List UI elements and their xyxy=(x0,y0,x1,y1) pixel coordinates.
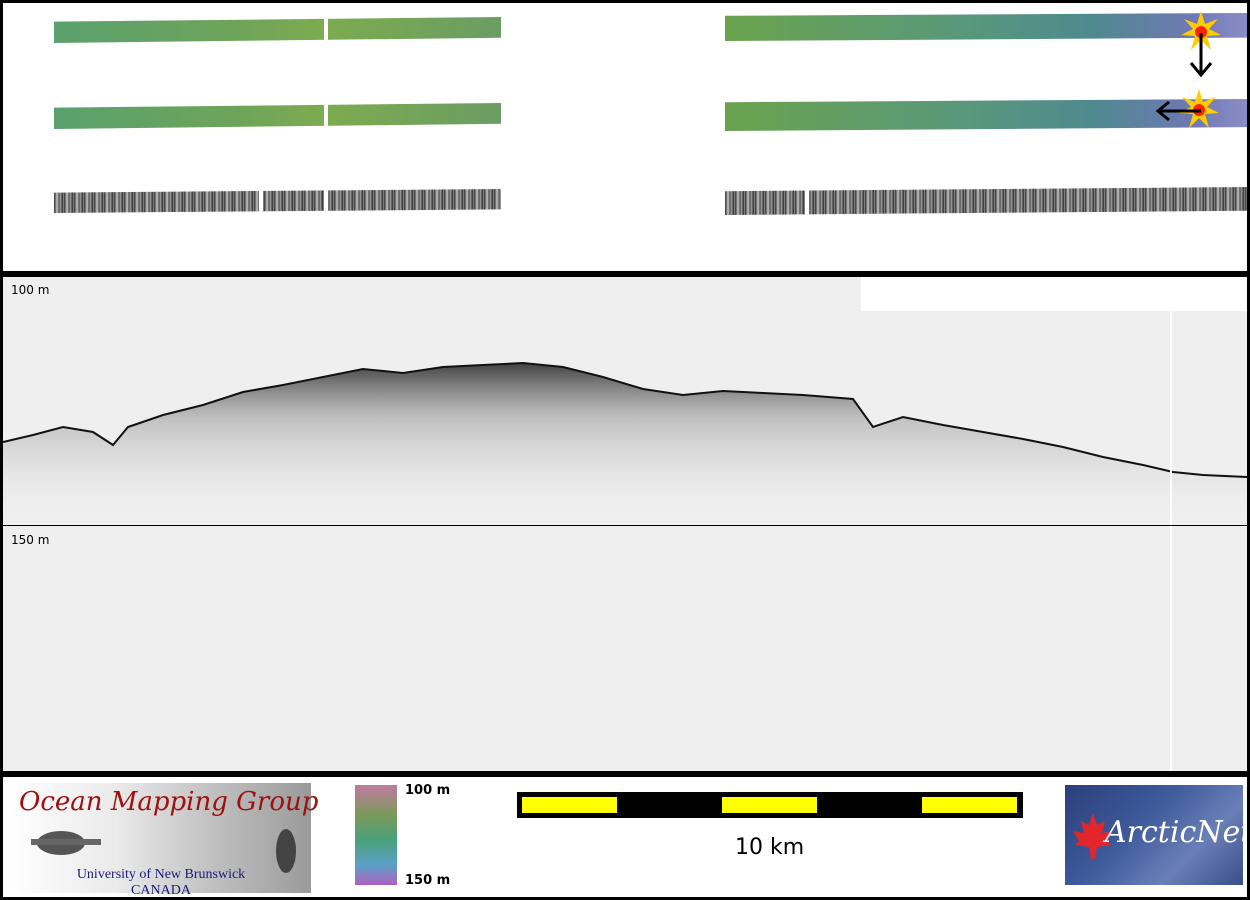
echogram-image xyxy=(3,277,1247,771)
colorbar-bottom-label: 150 m xyxy=(405,873,451,888)
footer-panel: Ocean Mapping Group University of New Br… xyxy=(3,777,1247,897)
swath-strip-bathymetry-right xyxy=(725,13,1247,41)
colorbar-top-label: 100 m xyxy=(405,783,451,798)
scale-bar-label: 10 km xyxy=(735,835,805,860)
scale-bar-segment xyxy=(522,797,617,813)
arrow-left-icon xyxy=(1155,100,1201,122)
depth-label-150m: 150 m xyxy=(11,533,50,547)
swath-strip-backscatter-left xyxy=(54,189,501,213)
scale-bar-segment xyxy=(922,797,1017,813)
arcticnet-logo-text: ArcticNet xyxy=(1105,815,1247,850)
scale-bar xyxy=(517,792,1023,818)
depth-gridline xyxy=(3,525,1247,526)
echogram-profile-panel: 100 m 150 m xyxy=(3,277,1247,771)
omg-logo-title: Ocean Mapping Group xyxy=(19,787,319,817)
omg-logo-university: University of New Brunswick xyxy=(76,867,246,882)
swath-strip-shaded-left xyxy=(54,103,501,129)
ocean-mapping-group-logo: Ocean Mapping Group University of New Br… xyxy=(11,783,318,897)
swath-strip-shaded-right xyxy=(725,99,1247,131)
depth-label-100m: 100 m xyxy=(11,283,50,297)
ship-icon xyxy=(276,829,296,873)
arrow-down-icon xyxy=(1189,33,1213,78)
maple-leaf-icon xyxy=(1073,813,1113,859)
depth-colorbar xyxy=(355,785,397,885)
omg-logo-country: CANADA xyxy=(131,883,191,897)
swath-overview-panel xyxy=(3,3,1247,271)
arcticnet-logo: ArcticNet xyxy=(1065,785,1247,885)
scale-bar-segment xyxy=(722,797,817,813)
swath-strip-bathymetry-left xyxy=(54,17,501,43)
starburst-marker-icon xyxy=(1181,11,1221,50)
ship-icon xyxy=(31,831,101,855)
swath-strip-backscatter-right xyxy=(725,187,1247,215)
